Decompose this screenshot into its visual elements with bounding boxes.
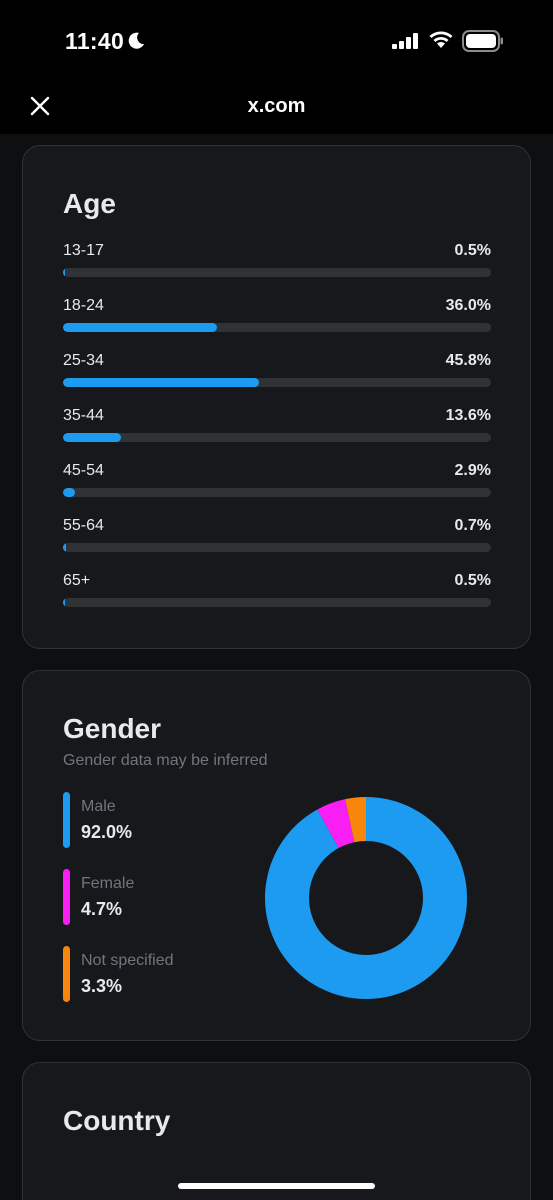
- age-percent-value: 36.0%: [445, 297, 491, 314]
- age-row: 55-64 0.7%: [63, 517, 491, 557]
- close-icon[interactable]: [26, 92, 54, 120]
- age-progress-fill: [63, 268, 66, 277]
- donut-slice: [317, 799, 355, 849]
- gender-donut-chart: [265, 797, 467, 999]
- age-percent-value: 45.8%: [445, 352, 491, 369]
- age-range-label: 65+: [63, 572, 91, 589]
- age-progress-fill: [63, 378, 260, 387]
- age-progress-track: [63, 268, 491, 277]
- age-percent-value: 0.7%: [454, 517, 491, 534]
- country-card: Country: [22, 1062, 531, 1200]
- legend-label: Female: [81, 875, 135, 892]
- age-percent-value: 2.9%: [454, 462, 491, 479]
- age-percent-value: 0.5%: [454, 572, 491, 589]
- age-range-label: 45-54: [63, 462, 104, 479]
- age-percent-value: 13.6%: [445, 407, 491, 424]
- age-progress-track: [63, 433, 491, 442]
- age-row: 45-54 2.9%: [63, 462, 491, 502]
- gender-subtitle: Gender data may be inferred: [63, 752, 268, 769]
- gender-legend-item: Male 92.0%: [63, 792, 243, 848]
- age-progress-track: [63, 378, 491, 387]
- age-row: 35-44 13.6%: [63, 407, 491, 447]
- battery-icon: [462, 30, 503, 52]
- age-progress-fill: [63, 543, 66, 552]
- cellular-signal-icon: [392, 33, 418, 49]
- age-range-label: 25-34: [63, 352, 104, 369]
- legend-color-swatch: [63, 792, 70, 848]
- gender-legend-item: Not specified 3.3%: [63, 946, 243, 1002]
- legend-label: Male: [81, 798, 116, 815]
- legend-label: Not specified: [81, 952, 174, 969]
- age-range-label: 13-17: [63, 242, 104, 259]
- age-progress-fill: [63, 323, 218, 332]
- age-progress-track: [63, 323, 491, 332]
- gender-title: Gender: [63, 713, 162, 744]
- home-indicator: [178, 1183, 375, 1189]
- page-content[interactable]: Age 13-17 0.5% 18-24 36.0% 25-34 45.8% 35-44 13…: [0, 134, 553, 1200]
- age-row: 65+ 0.5%: [63, 572, 491, 612]
- age-progress-track: [63, 598, 491, 607]
- age-range-label: 35-44: [63, 407, 104, 424]
- wifi-icon: [429, 31, 453, 48]
- age-progress-fill: [63, 598, 66, 607]
- status-bar: 11:40: [0, 0, 553, 80]
- page-url-title: x.com: [247, 95, 306, 117]
- status-time: 11:40: [65, 28, 125, 54]
- legend-color-swatch: [63, 869, 70, 925]
- age-progress-track: [63, 488, 491, 497]
- moon-icon: [128, 32, 144, 49]
- age-title: Age: [63, 188, 116, 219]
- age-row: 25-34 45.8%: [63, 352, 491, 392]
- gender-legend-item: Female 4.7%: [63, 869, 243, 925]
- age-progress-fill: [63, 433, 122, 442]
- age-row: 18-24 36.0%: [63, 297, 491, 337]
- donut-slice: [345, 797, 366, 843]
- age-progress-fill: [63, 488, 76, 497]
- legend-value: 3.3%: [81, 976, 123, 996]
- age-row: 13-17 0.5%: [63, 242, 491, 282]
- age-percent-value: 0.5%: [454, 242, 491, 259]
- age-card: Age 13-17 0.5% 18-24 36.0% 25-34 45.8% 35-44 13…: [22, 145, 531, 649]
- age-range-label: 55-64: [63, 517, 104, 534]
- donut-slice: [265, 797, 467, 999]
- legend-color-swatch: [63, 946, 70, 1002]
- browser-nav-bar: x.com: [0, 80, 553, 134]
- country-title: Country: [63, 1105, 171, 1136]
- legend-value: 4.7%: [81, 899, 123, 919]
- age-progress-track: [63, 543, 491, 552]
- gender-card: Gender Gender data may be inferred Male 9…: [22, 670, 531, 1041]
- legend-value: 92.0%: [81, 822, 133, 842]
- age-range-label: 18-24: [63, 297, 104, 314]
